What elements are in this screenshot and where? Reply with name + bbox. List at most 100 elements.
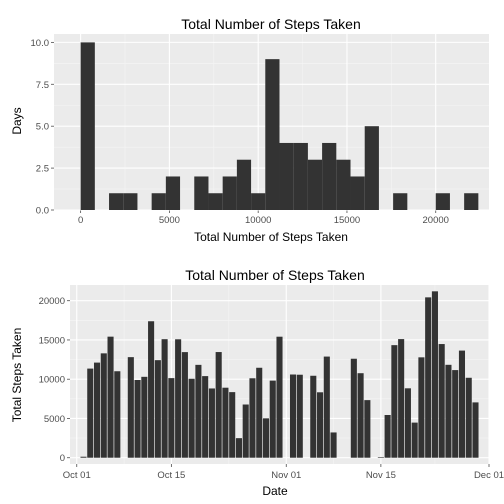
daily-steps-bar [465,377,472,458]
histogram-bar [236,159,252,210]
daily-steps-bar [215,352,222,458]
daily-steps-bar [256,367,263,458]
daily-steps-y-tick-label: 15000 [39,335,65,346]
daily-steps-bar [127,357,134,458]
daily-steps-y-tick-label: 5000 [44,414,65,425]
histogram-x-tick-label: 0 [78,215,83,226]
daily-steps-chart: Total Number of Steps Taken Date Total S… [10,267,504,498]
daily-steps-bar [445,364,452,458]
daily-steps-x-tick-label: Dec 01 [474,470,504,481]
daily-steps-x-tick-label: Oct 15 [157,470,185,481]
daily-steps-bar [289,374,297,458]
daily-steps-bar [404,388,411,458]
daily-steps-bar [384,415,391,458]
daily-steps-bar [411,422,418,458]
daily-steps-bar [208,388,215,458]
histogram-plot-area: 0 5000 10000 15000 20000 0.0 2.5 5.0 7.5 10.0 [31,34,489,226]
daily-steps-bar [357,373,364,458]
daily-steps-bar [249,378,256,458]
histogram-bar [435,193,450,210]
daily-steps-bar [364,400,371,458]
daily-steps-bar [350,358,357,458]
histogram-bar [364,126,379,210]
daily-steps-x-tick-label: Nov 01 [271,470,301,481]
daily-steps-bar [195,364,202,458]
histogram-bar [265,59,280,211]
daily-steps-title: Total Number of Steps Taken [185,267,365,283]
histogram-bar [293,142,308,210]
daily-steps-bar [269,380,276,458]
histogram-x-tick-label: 5000 [159,215,180,226]
histogram-bar [322,142,337,210]
histogram-chart: Total Number of Steps Taken Total Number… [10,16,489,244]
daily-steps-bar [229,392,236,458]
histogram-bar [151,193,166,210]
histogram-bar [279,142,294,210]
daily-steps-y-tick-label: 20000 [39,296,65,307]
histogram-bar [208,193,223,210]
histogram-x-axis-label: Total Number of Steps Taken [194,230,348,244]
histogram-bar [165,176,181,210]
daily-steps-plot-area: Oct 01 Oct 15 Nov 01 Nov 15 Dec 01 0 5000 10000… [39,285,504,481]
daily-steps-bar [425,297,432,458]
daily-steps-bar [458,350,466,458]
daily-steps-bar [154,360,161,458]
daily-steps-bar [107,336,114,458]
daily-steps-bar [262,418,270,458]
histogram-bar [336,159,351,210]
histogram-y-tick-label: 5.0 [36,122,49,133]
histogram-bar [222,176,237,210]
daily-steps-bar [438,344,445,458]
histogram-bar [393,193,408,210]
histogram-x-tick-label: 20000 [423,215,449,226]
daily-steps-bar [296,374,303,458]
daily-steps-bar [310,375,317,458]
daily-steps-bar [418,357,425,458]
daily-steps-y-tick-label: 0 [60,453,65,464]
daily-steps-bar [188,378,195,458]
histogram-bar [80,42,95,210]
daily-steps-bar [242,404,249,458]
daily-steps-bar [222,387,229,458]
histogram-bar [194,176,209,210]
daily-steps-x-tick-label: Nov 15 [366,470,396,481]
daily-steps-bar [391,345,398,458]
daily-steps-y-tick-label: 10000 [39,375,65,386]
histogram-bar [123,193,138,210]
histogram-y-tick-label: 2.5 [36,164,49,175]
histogram-y-tick-label: 0.0 [36,206,49,217]
daily-steps-bar [93,362,101,458]
daily-steps-bar [168,378,175,458]
daily-steps-bar [317,392,324,458]
daily-steps-bar [181,352,188,458]
histogram-bar [109,193,124,210]
daily-steps-bar [377,457,384,458]
histogram-x-tick-label: 15000 [334,215,360,226]
daily-steps-bar [87,368,94,458]
daily-steps-bar [330,432,337,458]
daily-steps-x-axis-label: Date [262,484,288,498]
daily-steps-bar [161,339,168,458]
daily-steps-bar [323,356,330,458]
daily-steps-y-axis-label: Total Steps Taken [10,328,24,423]
daily-steps-bar [472,402,479,458]
histogram-bar [350,176,365,210]
daily-steps-bar [235,438,242,458]
daily-steps-bar [148,321,155,458]
daily-steps-bar [134,379,141,458]
histogram-bar [251,193,266,210]
histogram-y-axis-label: Days [10,107,24,134]
daily-steps-bar [202,376,209,458]
daily-steps-bar [431,291,438,458]
histogram-x-tick-label: 10000 [245,215,271,226]
daily-steps-bar [175,339,182,458]
daily-steps-bar [80,456,87,458]
daily-steps-bar [141,376,148,458]
daily-steps-bar [452,370,459,458]
histogram-bar [307,159,323,210]
histogram-y-tick-label: 10.0 [31,38,50,49]
daily-steps-bar [398,339,405,458]
histogram-bar [464,193,479,210]
daily-steps-x-tick-label: Oct 01 [63,470,91,481]
